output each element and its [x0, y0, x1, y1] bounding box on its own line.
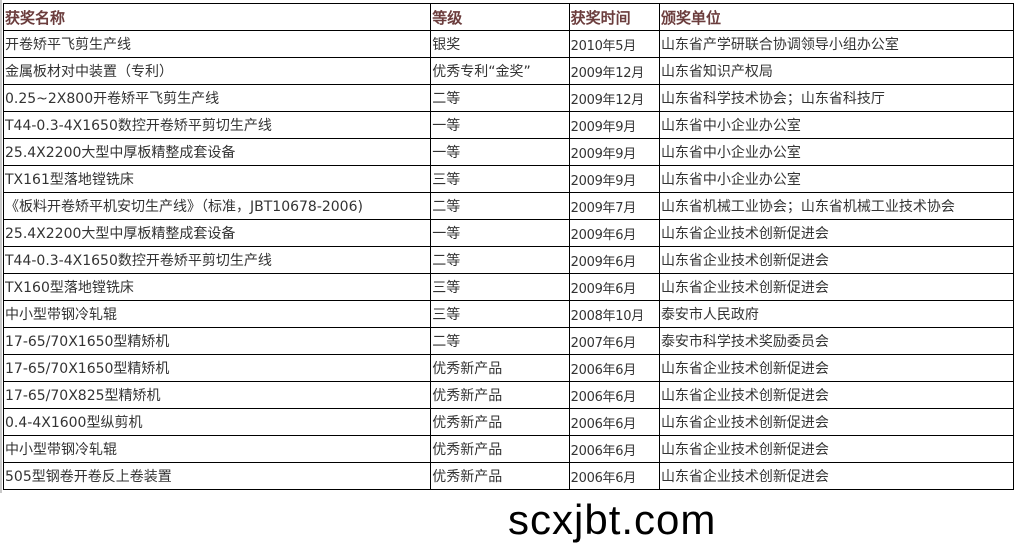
table-row: 25.4X2200大型中厚板精整成套设备 一等 2009年9月 山东省中小企业办公室 [2, 138, 1015, 166]
cell-level: 银奖 [430, 30, 570, 58]
cell-level: 一等 [430, 138, 570, 166]
table-row: TX161型落地镗铣床 三等 2009年9月 山东省中小企业办公室 [2, 165, 1015, 193]
table-row: 505型钢卷开卷反上卷装置 优秀新产品 2006年6月 山东省企业技术创新促进会 [2, 462, 1015, 490]
cell-award-date: 2006年6月 [568, 408, 660, 436]
cell-level: 二等 [430, 84, 570, 112]
cell-award-name: 25.4X2200大型中厚板精整成套设备 [2, 138, 432, 166]
table-row: TX160型落地镗铣床 三等 2009年6月 山东省企业技术创新促进会 [2, 273, 1015, 301]
cell-award-name: 17-65/70X1650型精矫机 [2, 354, 432, 382]
cell-issuer: 山东省企业技术创新促进会 [658, 219, 1015, 247]
cell-award-date: 2006年6月 [568, 435, 660, 463]
table-row: 《板料开卷矫平机安切生产线》（标准，JBT10678-2006) 二等 2009年7… [2, 192, 1015, 220]
cell-award-name: 金属板材对中装置（专利） [2, 57, 432, 85]
cell-level: 一等 [430, 219, 570, 247]
table-header-row: 获奖名称 等级 获奖时间 颁奖单位 [2, 3, 1015, 31]
cell-award-date: 2007年6月 [568, 327, 660, 355]
cell-award-name: 《板料开卷矫平机安切生产线》（标准，JBT10678-2006) [2, 192, 432, 220]
table-row: 17-65/70X1650型精矫机 优秀新产品 2006年6月 山东省企业技术创新促进… [2, 354, 1015, 382]
table-row: 中小型带钢冷轧辊 三等 2008年10月 泰安市人民政府 [2, 300, 1015, 328]
table-row: 17-65/70X1650型精矫机 二等 2007年6月 泰安市科学技术奖励委员会 [2, 327, 1015, 355]
cell-issuer: 山东省产学研联合协调领导小组办公室 [658, 30, 1015, 58]
table-row: T44-0.3-4X1650数控开卷矫平剪切生产线 一等 2009年9月 山东省中小企… [2, 111, 1015, 139]
cell-award-date: 2009年12月 [568, 84, 660, 112]
cell-issuer: 山东省企业技术创新促进会 [658, 435, 1015, 463]
cell-level: 优秀新产品 [430, 435, 570, 463]
table-row: 0.4-4X1600型纵剪机 优秀新产品 2006年6月 山东省企业技术创新促进会 [2, 408, 1015, 436]
cell-level: 三等 [430, 165, 570, 193]
cell-level: 一等 [430, 111, 570, 139]
table-row: 25.4X2200大型中厚板精整成套设备 一等 2009年6月 山东省企业技术创新促进… [2, 219, 1015, 247]
cell-award-name: TX161型落地镗铣床 [2, 165, 432, 193]
cell-issuer: 山东省机械工业协会；山东省机械工业技术协会 [658, 192, 1015, 220]
cell-issuer: 山东省知识产权局 [658, 57, 1015, 85]
cell-award-date: 2009年7月 [568, 192, 660, 220]
cell-issuer: 山东省中小企业办公室 [658, 165, 1015, 193]
table-row: 17-65/70X825型精矫机 优秀新产品 2006年6月 山东省企业技术创新促进会 [2, 381, 1015, 409]
table-row: T44-0.3-4X1650数控开卷矫平剪切生产线 二等 2009年6月 山东省企业技… [2, 246, 1015, 274]
awards-table: 获奖名称 等级 获奖时间 颁奖单位 开卷矫平飞剪生产线 银奖 2010年5月 山东省产… [2, 3, 1015, 490]
cell-award-date: 2009年9月 [568, 165, 660, 193]
cell-issuer: 泰安市科学技术奖励委员会 [658, 327, 1015, 355]
cell-issuer: 山东省企业技术创新促进会 [658, 246, 1015, 274]
cell-level: 优秀新产品 [430, 408, 570, 436]
cell-award-date: 2006年6月 [568, 354, 660, 382]
cell-level: 三等 [430, 273, 570, 301]
cell-award-date: 2006年6月 [568, 381, 660, 409]
cell-issuer: 泰安市人民政府 [658, 300, 1015, 328]
cell-award-name: 0.25~2X800开卷矫平飞剪生产线 [2, 84, 432, 112]
cell-award-name: 中小型带钢冷轧辊 [2, 300, 432, 328]
left-border-strip [0, 0, 2, 493]
cell-level: 优秀新产品 [430, 381, 570, 409]
cell-issuer: 山东省企业技术创新促进会 [658, 462, 1015, 490]
cell-level: 二等 [430, 327, 570, 355]
cell-award-date: 2010年5月 [568, 30, 660, 58]
cell-award-date: 2009年6月 [568, 219, 660, 247]
table-row: 中小型带钢冷轧辊 优秀新产品 2006年6月 山东省企业技术创新促进会 [2, 435, 1015, 463]
header-issuer: 颁奖单位 [658, 3, 1015, 31]
cell-award-name: 中小型带钢冷轧辊 [2, 435, 432, 463]
cell-award-date: 2008年10月 [568, 300, 660, 328]
cell-issuer: 山东省企业技术创新促进会 [658, 408, 1015, 436]
cell-issuer: 山东省科学技术协会；山东省科技厅 [658, 84, 1015, 112]
cell-award-name: 开卷矫平飞剪生产线 [2, 30, 432, 58]
cell-award-name: TX160型落地镗铣床 [2, 273, 432, 301]
table-row: 金属板材对中装置（专利） 优秀专利“金奖” 2009年12月 山东省知识产权局 [2, 57, 1015, 85]
cell-award-name: 0.4-4X1600型纵剪机 [2, 408, 432, 436]
cell-award-date: 2009年12月 [568, 57, 660, 85]
cell-level: 优秀专利“金奖” [430, 57, 570, 85]
cell-award-name: T44-0.3-4X1650数控开卷矫平剪切生产线 [2, 111, 432, 139]
watermark: scxjbt.com [508, 496, 717, 543]
header-award-name: 获奖名称 [2, 3, 432, 31]
cell-award-name: 505型钢卷开卷反上卷装置 [2, 462, 432, 490]
cell-issuer: 山东省企业技术创新促进会 [658, 381, 1015, 409]
header-award-date: 获奖时间 [568, 3, 660, 31]
cell-award-date: 2006年6月 [568, 462, 660, 490]
cell-level: 二等 [430, 246, 570, 274]
cell-level: 二等 [430, 192, 570, 220]
cell-award-date: 2009年6月 [568, 273, 660, 301]
cell-issuer: 山东省中小企业办公室 [658, 111, 1015, 139]
cell-award-name: T44-0.3-4X1650数控开卷矫平剪切生产线 [2, 246, 432, 274]
cell-award-date: 2009年9月 [568, 138, 660, 166]
cell-level: 三等 [430, 300, 570, 328]
table-row: 开卷矫平飞剪生产线 银奖 2010年5月 山东省产学研联合协调领导小组办公室 [2, 30, 1015, 58]
cell-award-name: 17-65/70X825型精矫机 [2, 381, 432, 409]
cell-award-date: 2009年6月 [568, 246, 660, 274]
header-level: 等级 [430, 3, 570, 31]
cell-level: 优秀新产品 [430, 354, 570, 382]
cell-award-name: 17-65/70X1650型精矫机 [2, 327, 432, 355]
cell-issuer: 山东省中小企业办公室 [658, 138, 1015, 166]
cell-award-date: 2009年9月 [568, 111, 660, 139]
table-row: 0.25~2X800开卷矫平飞剪生产线 二等 2009年12月 山东省科学技术协会；山… [2, 84, 1015, 112]
cell-issuer: 山东省企业技术创新促进会 [658, 354, 1015, 382]
cell-issuer: 山东省企业技术创新促进会 [658, 273, 1015, 301]
cell-award-name: 25.4X2200大型中厚板精整成套设备 [2, 219, 432, 247]
cell-level: 优秀新产品 [430, 462, 570, 490]
